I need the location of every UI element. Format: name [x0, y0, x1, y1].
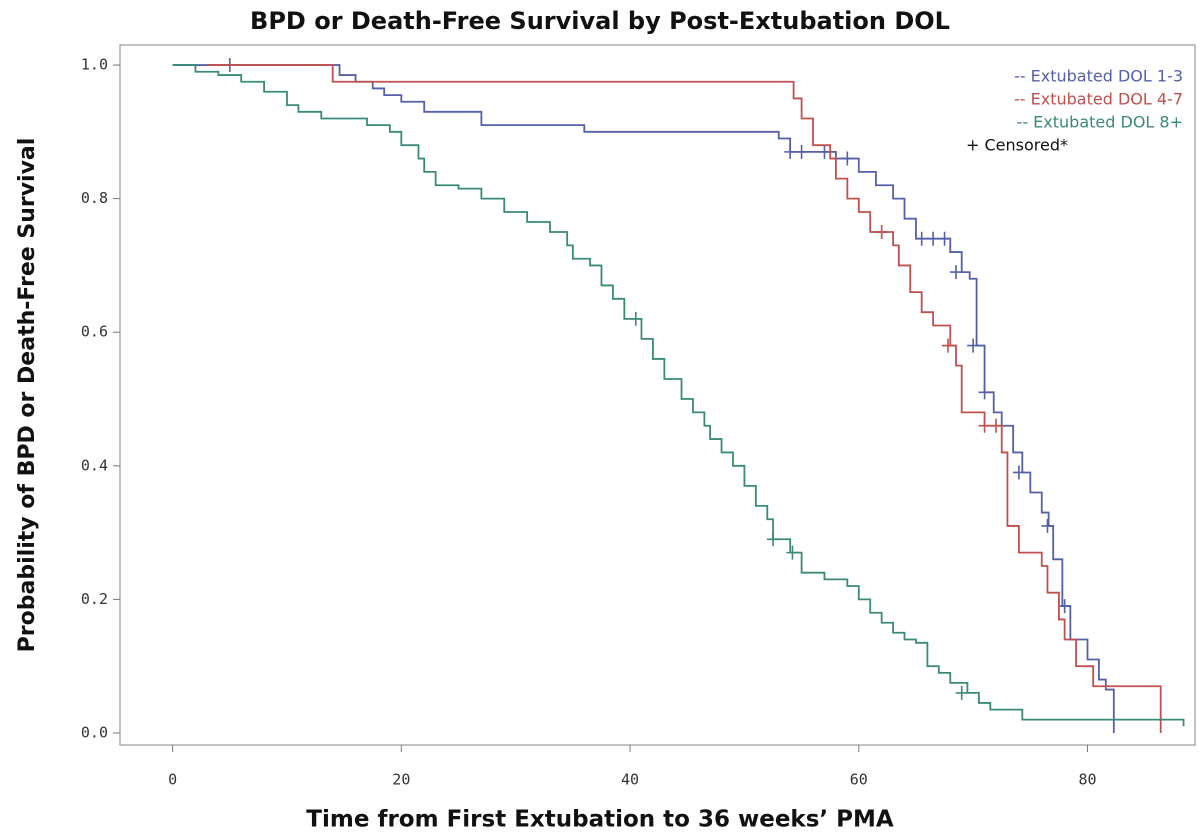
censor-mark	[1012, 465, 1025, 480]
y-axis-label: Probability of BPD or Death-Free Surviva…	[15, 138, 40, 653]
censor-mark	[875, 225, 888, 240]
censor-mark	[818, 144, 831, 159]
survival-line	[206, 64, 1162, 733]
legend-entry: -- Extubated DOL 1-3	[1014, 67, 1183, 86]
y-tick-label: 0.4	[81, 456, 108, 474]
censor-mark	[990, 418, 1003, 433]
survival-line	[172, 64, 1115, 733]
x-tick-label: 80	[1078, 771, 1096, 789]
censor-mark	[927, 231, 940, 246]
plot-frame	[119, 44, 1196, 746]
censor-mark	[938, 231, 951, 246]
x-tick-label: 20	[392, 771, 410, 789]
survival-line	[172, 64, 1185, 727]
x-tick-label: 0	[168, 771, 177, 789]
censor-mark	[1041, 518, 1054, 533]
censor-mark	[978, 418, 991, 433]
x-axis-label: Time from First Extubation to 36 weeks’ …	[306, 807, 894, 833]
y-tick-label: 0.2	[81, 590, 108, 608]
legend-entry: -- Extubated DOL 8+	[1017, 113, 1183, 132]
censor-mark	[955, 685, 968, 700]
x-tick-label: 40	[621, 771, 639, 789]
censor-mark	[915, 231, 928, 246]
censor-mark	[841, 151, 854, 166]
legend-entry: + Censored*	[966, 136, 1068, 155]
censor-mark	[784, 144, 797, 159]
censor-mark	[795, 144, 808, 159]
censor-mark	[978, 385, 991, 400]
y-tick-label: 1.0	[81, 56, 108, 74]
y-tick-label: 0.8	[81, 189, 108, 207]
legend-entry: -- Extubated DOL 4-7	[1014, 90, 1183, 109]
y-tick-label: 0.6	[81, 323, 108, 341]
censor-mark	[629, 311, 642, 326]
censor-mark	[941, 338, 954, 353]
censor-mark	[767, 532, 780, 547]
censor-mark	[1058, 599, 1071, 614]
x-tick-label: 60	[850, 771, 868, 789]
chart-title: BPD or Death-Free Survival by Post-Extub…	[250, 7, 950, 35]
y-tick-label: 0.0	[81, 723, 108, 741]
censor-mark	[949, 265, 962, 280]
censor-mark	[786, 545, 799, 560]
censor-mark	[967, 338, 980, 353]
